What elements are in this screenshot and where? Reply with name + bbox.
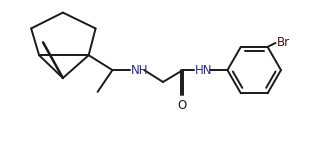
Text: O: O <box>177 99 186 112</box>
Text: NH: NH <box>131 64 149 77</box>
Text: Br: Br <box>277 36 290 49</box>
Text: HN: HN <box>195 64 212 77</box>
